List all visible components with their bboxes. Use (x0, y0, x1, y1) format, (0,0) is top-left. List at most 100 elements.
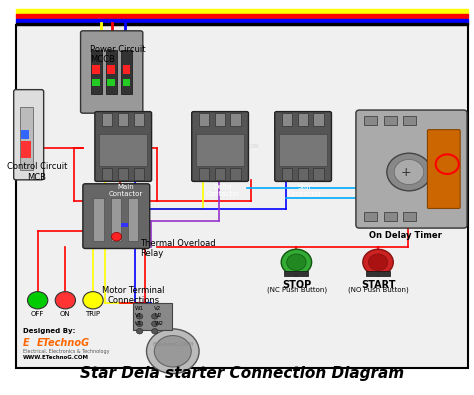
Bar (107, 79, 115, 86)
Bar (128, 198, 138, 241)
Bar (215, 168, 225, 180)
Bar (298, 113, 308, 126)
Text: WWW.ETechnoG.COM: WWW.ETechnoG.COM (23, 355, 89, 359)
Bar (298, 168, 308, 180)
Circle shape (363, 249, 393, 275)
Bar (230, 168, 241, 180)
FancyBboxPatch shape (356, 110, 467, 228)
Bar (123, 65, 130, 74)
Bar (102, 168, 112, 180)
FancyBboxPatch shape (81, 31, 143, 113)
Bar (383, 213, 397, 221)
Bar (199, 113, 209, 126)
Text: WWW.ETechnoG.COM: WWW.ETechnoG.COM (380, 169, 432, 175)
Bar (92, 65, 100, 74)
Text: U2: U2 (155, 314, 162, 318)
Text: Electrical, Electronics & Technology: Electrical, Electronics & Technology (23, 349, 109, 354)
Bar (16, 14, 468, 18)
Bar (284, 271, 309, 276)
Bar (364, 116, 377, 125)
Bar (20, 130, 29, 139)
Bar (107, 65, 115, 74)
Text: Thermal Overload
Relay: Thermal Overload Relay (140, 239, 216, 258)
Bar (403, 213, 416, 221)
Bar (365, 271, 390, 276)
Circle shape (137, 321, 143, 327)
Bar (16, 23, 468, 25)
Circle shape (281, 249, 311, 275)
Circle shape (137, 314, 143, 319)
Text: Star Dela starter Connection Diagram: Star Dela starter Connection Diagram (80, 366, 404, 381)
Text: Motor Terminal
Connections: Motor Terminal Connections (102, 286, 165, 305)
Bar (118, 113, 128, 126)
Circle shape (146, 329, 199, 374)
Text: Delta
Contactor: Delta Contactor (206, 184, 240, 197)
Bar (91, 51, 102, 94)
Bar (282, 168, 292, 180)
Bar (134, 168, 144, 180)
Circle shape (155, 336, 191, 367)
Bar (383, 116, 397, 125)
Text: (NC Push Button): (NC Push Button) (267, 287, 328, 293)
Bar (106, 51, 117, 94)
Text: V1: V1 (135, 314, 142, 318)
Bar (93, 198, 104, 241)
Bar (20, 107, 33, 170)
Text: TRIP: TRIP (85, 311, 100, 317)
Text: (NO Push Button): (NO Push Button) (348, 287, 409, 293)
Bar (16, 19, 468, 23)
Bar (279, 134, 328, 166)
FancyBboxPatch shape (191, 112, 248, 181)
Bar (133, 303, 172, 330)
Text: Star
Contactor: Star Contactor (287, 184, 321, 197)
Bar (199, 168, 209, 180)
Text: START: START (361, 280, 395, 290)
FancyBboxPatch shape (95, 112, 152, 181)
Bar (313, 168, 324, 180)
Text: ON: ON (60, 311, 71, 317)
Circle shape (55, 292, 75, 309)
Circle shape (27, 292, 48, 309)
Text: WWW.ETechnoG.COM: WWW.ETechnoG.COM (91, 105, 144, 110)
FancyBboxPatch shape (14, 90, 44, 180)
Bar (282, 113, 292, 126)
Circle shape (394, 160, 424, 184)
Text: Control Circuit
MCB: Control Circuit MCB (7, 162, 67, 182)
Text: ETechnoG: ETechnoG (37, 338, 90, 348)
Bar (92, 79, 100, 86)
Bar (118, 168, 128, 180)
Circle shape (111, 232, 122, 241)
FancyBboxPatch shape (428, 130, 460, 209)
Bar (121, 224, 128, 227)
Text: W2: W2 (155, 321, 164, 326)
Bar (99, 134, 147, 166)
Bar (313, 113, 324, 126)
Text: On Delay Timer: On Delay Timer (369, 231, 442, 240)
Bar (102, 113, 112, 126)
Circle shape (287, 254, 306, 271)
Text: V2: V2 (155, 306, 162, 310)
Text: ETechnoG.COM: ETechnoG.COM (152, 342, 193, 347)
Bar (20, 141, 31, 158)
Bar (196, 134, 244, 166)
Text: WWW.ETechnoG.COM: WWW.ETechnoG.COM (207, 144, 259, 149)
Text: Power Circuit
MCCB: Power Circuit MCCB (90, 45, 146, 64)
Text: Main
Contactor: Main Contactor (109, 184, 143, 197)
Circle shape (83, 292, 103, 309)
FancyBboxPatch shape (275, 112, 331, 181)
Circle shape (152, 314, 158, 319)
Bar (16, 25, 468, 368)
Bar (123, 79, 130, 86)
Text: OFF: OFF (31, 311, 45, 317)
Text: Designed By:: Designed By: (23, 328, 75, 334)
Text: U1: U1 (135, 321, 143, 326)
Bar (134, 113, 144, 126)
FancyBboxPatch shape (83, 184, 150, 248)
Bar (16, 9, 468, 13)
Circle shape (152, 329, 158, 334)
Circle shape (368, 254, 388, 271)
Bar (121, 51, 132, 94)
Bar (215, 113, 225, 126)
Bar (364, 213, 377, 221)
Text: W1: W1 (135, 306, 144, 310)
